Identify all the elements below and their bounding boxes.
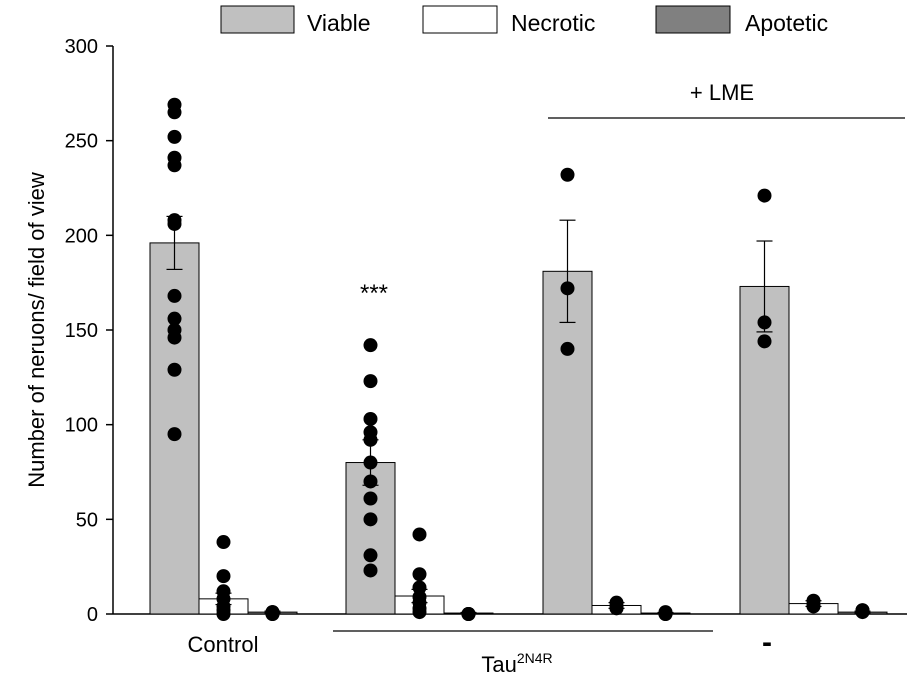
data-point bbox=[560, 167, 575, 182]
x-label-tau-superscript: 2N4R bbox=[517, 650, 553, 666]
data-point bbox=[363, 455, 378, 470]
data-point bbox=[461, 607, 476, 621]
legend: Viable Necrotic Apotetic bbox=[220, 5, 828, 36]
data-point bbox=[609, 595, 624, 610]
y-axis-label: Number of neruons/ field of view bbox=[24, 172, 49, 488]
x-label-tau-base: Tau bbox=[481, 652, 516, 677]
data-point bbox=[757, 188, 772, 203]
data-point bbox=[265, 605, 280, 620]
data-point bbox=[560, 281, 575, 296]
y-tick-label: 200 bbox=[65, 225, 98, 247]
data-point bbox=[363, 491, 378, 506]
data-point bbox=[806, 593, 821, 608]
data-point bbox=[216, 584, 231, 599]
data-point bbox=[363, 425, 378, 440]
lme-label: + LME bbox=[690, 80, 754, 105]
y-tick-label: 50 bbox=[76, 509, 98, 531]
bars bbox=[149, 242, 888, 615]
legend-swatch-viable bbox=[220, 5, 295, 34]
data-point bbox=[412, 527, 427, 542]
legend-label-viable: Viable bbox=[307, 10, 371, 36]
data-point bbox=[167, 323, 182, 337]
legend-label-necrotic: Necrotic bbox=[511, 10, 595, 36]
data-point bbox=[363, 512, 378, 527]
data-point bbox=[167, 97, 182, 112]
x-label-control: Control bbox=[188, 632, 259, 657]
data-point bbox=[363, 474, 378, 489]
data-point bbox=[855, 603, 870, 618]
y-tick-label: 150 bbox=[65, 320, 98, 342]
significance-marker: *** bbox=[360, 280, 388, 307]
x-label-minus: - bbox=[762, 626, 772, 659]
data-point bbox=[167, 129, 182, 144]
data-point bbox=[363, 548, 378, 563]
data-point bbox=[757, 334, 772, 349]
x-label-tau: Tau2N4R bbox=[481, 650, 552, 677]
legend-swatch-apotetic bbox=[655, 5, 731, 34]
bar-tau-lme-viable bbox=[542, 270, 593, 615]
y-tick-label: 100 bbox=[65, 415, 98, 437]
y-ticks: 0 50 100 150 200 250 300 bbox=[65, 36, 113, 626]
data-point bbox=[363, 338, 378, 353]
bar-control-viable bbox=[149, 242, 200, 615]
data-point bbox=[363, 563, 378, 578]
data-points bbox=[167, 97, 870, 621]
data-point bbox=[363, 374, 378, 389]
data-point bbox=[658, 605, 673, 620]
data-point bbox=[757, 315, 772, 330]
bar-lme-viable bbox=[739, 285, 790, 615]
data-point bbox=[167, 311, 182, 326]
y-tick-label: 300 bbox=[65, 36, 98, 58]
data-point bbox=[167, 213, 182, 228]
data-point bbox=[560, 341, 575, 356]
legend-label-apotetic: Apotetic bbox=[745, 10, 828, 36]
y-tick-label: 250 bbox=[65, 131, 98, 153]
y-tick-label: 0 bbox=[87, 604, 98, 626]
data-point bbox=[216, 569, 231, 584]
data-point bbox=[167, 362, 182, 377]
data-point bbox=[167, 288, 182, 303]
legend-swatch-necrotic bbox=[422, 5, 498, 34]
data-point bbox=[167, 427, 182, 442]
data-point bbox=[412, 580, 427, 595]
data-point bbox=[363, 411, 378, 426]
data-point bbox=[412, 567, 427, 582]
data-point bbox=[216, 535, 231, 550]
annotations: *** + LME Control Tau2N4R - bbox=[188, 80, 905, 677]
data-point bbox=[167, 150, 182, 165]
